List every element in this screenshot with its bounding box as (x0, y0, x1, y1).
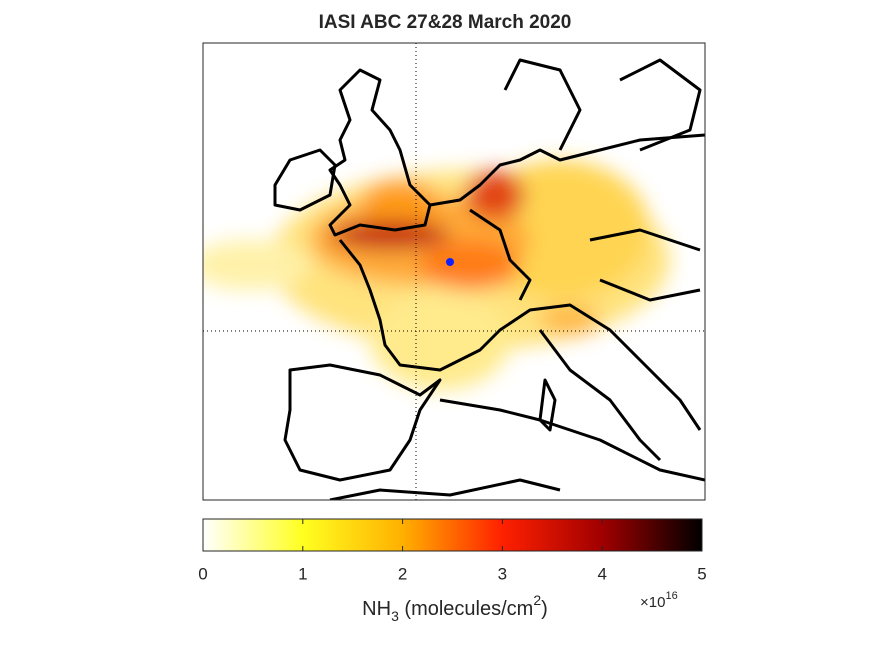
title: IASI ABC 27&28 March 2020 (319, 12, 572, 33)
colorbar-label: NH3 (molecules/cm2) (362, 592, 548, 624)
tick-label: 4 (597, 564, 606, 583)
map-frame (202, 42, 706, 501)
tick-label: 2 (398, 564, 407, 583)
tick-label: 5 (697, 564, 706, 583)
colorbar: 0 1 2 3 4 5 (198, 518, 707, 583)
colorbar-gradient (202, 518, 703, 552)
tick-label: 3 (498, 564, 507, 583)
colorbar-exponent: ×1016 (640, 590, 678, 611)
tick-label: 0 (198, 564, 207, 583)
tick-label: 1 (298, 564, 307, 583)
map (203, 43, 705, 500)
